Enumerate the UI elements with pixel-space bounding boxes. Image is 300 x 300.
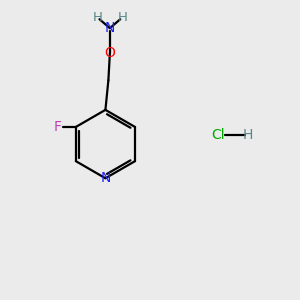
Text: H: H: [243, 128, 253, 142]
Text: F: F: [54, 120, 62, 134]
Text: H: H: [92, 11, 102, 24]
Text: H: H: [117, 11, 127, 24]
Text: O: O: [104, 46, 115, 60]
Text: N: N: [105, 21, 115, 35]
Text: N: N: [100, 171, 111, 185]
Text: Cl: Cl: [212, 128, 225, 142]
